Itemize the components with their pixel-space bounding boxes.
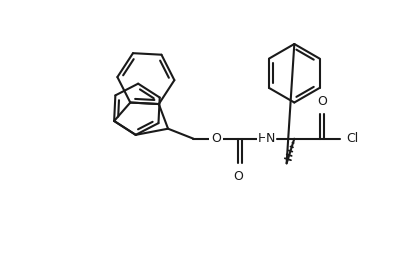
Text: O: O [233,169,243,182]
Text: N: N [266,132,275,145]
Text: H: H [258,132,268,145]
Text: O: O [211,132,221,145]
Text: O: O [317,95,327,108]
Text: Cl: Cl [346,132,358,145]
